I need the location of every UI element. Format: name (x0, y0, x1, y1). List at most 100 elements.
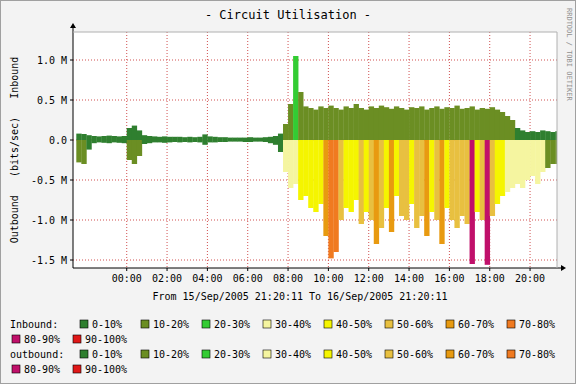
y-tick (70, 140, 73, 141)
bar (102, 140, 107, 143)
bars (76, 56, 557, 265)
bar (288, 104, 293, 140)
x-tick (288, 268, 289, 271)
bar (520, 130, 525, 140)
bar (500, 140, 505, 196)
y-label: Outbound (bits/sec) Inbound (9, 57, 20, 244)
legend-label: 60-70% (458, 319, 494, 330)
bar (233, 138, 238, 140)
bar (303, 106, 308, 140)
bar (359, 108, 364, 140)
x-tick-label: 00:00 (112, 273, 142, 284)
bar (112, 140, 117, 142)
bar (530, 131, 535, 140)
bar (439, 109, 444, 140)
x-tick (328, 268, 329, 271)
bar (434, 106, 439, 140)
bar (349, 108, 354, 140)
legend-swatch (324, 350, 332, 358)
bar (152, 140, 157, 142)
bar (344, 106, 349, 140)
bar (379, 140, 384, 228)
bar (122, 136, 127, 140)
bar (132, 126, 137, 140)
x-tick (530, 268, 531, 271)
y-tick (70, 100, 73, 101)
bar (449, 140, 454, 220)
legend-label: 0-10% (92, 349, 122, 360)
y-tick-label: 0.0 (49, 135, 67, 146)
x-tick (489, 268, 490, 271)
x-tick-label: 16:00 (434, 273, 464, 284)
x-tick (449, 268, 450, 271)
legend-label: 40-50% (336, 319, 372, 330)
bar (323, 140, 328, 236)
bar (76, 134, 81, 140)
legend-label: 50-60% (397, 349, 433, 360)
bar (505, 140, 510, 192)
bar (91, 136, 96, 140)
bar (525, 132, 530, 140)
bar (384, 107, 389, 140)
legend-label: 80-90% (24, 364, 60, 375)
bar (172, 137, 177, 140)
bar (545, 131, 550, 140)
bar (510, 140, 515, 188)
bar (233, 140, 238, 142)
bar (495, 140, 500, 204)
bar (384, 140, 389, 208)
bar (202, 134, 207, 140)
legend-label: 70-80% (519, 349, 555, 360)
bar (177, 140, 182, 142)
bar (283, 140, 288, 172)
x-tick-label: 12:00 (354, 273, 384, 284)
bar (354, 104, 359, 140)
y-grid-line (73, 60, 557, 61)
bar (475, 110, 480, 140)
y-tick-label: -0.5 M (31, 175, 67, 186)
bar (157, 140, 162, 142)
legend-label: 90-100% (85, 364, 127, 375)
frame-right (557, 32, 558, 268)
bar (470, 140, 475, 264)
bar (409, 140, 414, 204)
bar (162, 140, 167, 143)
legend-swatch (12, 335, 20, 343)
bar (500, 112, 505, 140)
bar (81, 134, 86, 140)
y-axis (73, 28, 74, 268)
plot-area (73, 32, 557, 268)
x-tick-label: 10:00 (313, 273, 343, 284)
bar (439, 140, 444, 244)
legend-group: outbound:0-10%10-20%20-30%30-40%40-50%50… (10, 349, 555, 375)
bar (192, 137, 197, 140)
bar (197, 137, 202, 140)
y-grid-line (73, 260, 557, 261)
bar (414, 108, 419, 140)
legend-label: 40-50% (336, 349, 372, 360)
bar (228, 140, 233, 142)
legend-title: Inbound: (10, 319, 58, 330)
bar (96, 140, 101, 142)
bar (424, 110, 429, 140)
bar (243, 138, 248, 140)
legend-label: 60-70% (458, 349, 494, 360)
bar (112, 136, 117, 140)
bar (465, 140, 470, 224)
legend-swatch (73, 365, 81, 373)
legend-group: Inbound:0-10%10-20%20-30%30-40%40-50%50-… (10, 319, 555, 345)
bar (127, 128, 132, 140)
legend-swatch (73, 335, 81, 343)
y-tick-label: -1.0 M (31, 215, 67, 226)
legend-label: 70-80% (519, 319, 555, 330)
bar (223, 137, 228, 140)
bar (102, 136, 107, 140)
x-tick (409, 268, 410, 271)
bar (429, 108, 434, 140)
bar (243, 140, 248, 142)
annotation: RRDTOOL / TOBI OETIKER (565, 8, 573, 102)
bar (107, 136, 112, 140)
bar (293, 56, 298, 140)
bar (449, 108, 454, 140)
bar (318, 140, 323, 204)
